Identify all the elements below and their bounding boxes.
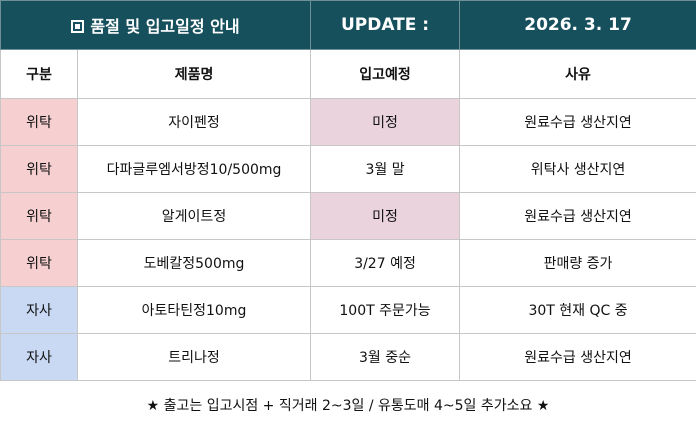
reason-cell: 판매량 증가: [459, 239, 696, 287]
arrival-cell: 3월 말: [310, 145, 461, 193]
table-row: 위탁 다파글루엠서방정10/500mg 3월 말 위탁사 생산지연: [0, 145, 696, 193]
col-header-product: 제품명: [76, 49, 312, 99]
arrival-cell: 100T 주문가능: [310, 286, 461, 334]
col-header-arrival: 입고예정: [310, 49, 461, 99]
reason-cell: 원료수급 생산지연: [459, 333, 696, 381]
type-cell: 위탁: [0, 192, 78, 240]
reason-cell: 원료수급 생산지연: [459, 192, 696, 240]
table-row: 자사 아토타틴정10mg 100T 주문가능 30T 현재 QC 중: [0, 286, 696, 334]
product-cell: 트리나정: [76, 333, 312, 381]
arrival-cell: 3월 중순: [310, 333, 461, 381]
table-row: 위탁 자이펜정 미정 원료수급 생산지연: [0, 98, 696, 146]
col-header-reason: 사유: [459, 49, 696, 99]
product-cell: 도베칼정500mg: [76, 239, 312, 287]
arrival-cell: 미정: [310, 98, 461, 146]
arrival-cell: 미정: [310, 192, 461, 240]
table-row: 자사 트리나정 3월 중순 원료수급 생산지연: [0, 333, 696, 381]
square-bullet-icon: [71, 20, 85, 33]
arrival-cell: 3/27 예정: [310, 239, 461, 287]
header-row: 품절 및 입고일정 안내 UPDATE : 2026. 3. 17: [0, 0, 696, 50]
type-cell: 자사: [0, 286, 78, 334]
footer-note: ★ 출고는 입고시점 + 직거래 2~3일 / 유통도매 4~5일 추가소요 ★: [146, 398, 550, 414]
reason-cell: 원료수급 생산지연: [459, 98, 696, 146]
table-row: 위탁 도베칼정500mg 3/27 예정 판매량 증가: [0, 239, 696, 287]
type-cell: 위탁: [0, 239, 78, 287]
product-cell: 다파글루엠서방정10/500mg: [76, 145, 312, 193]
reason-cell: 위탁사 생산지연: [459, 145, 696, 193]
type-cell: 위탁: [0, 145, 78, 193]
update-label: UPDATE :: [310, 0, 461, 50]
product-cell: 알게이트정: [76, 192, 312, 240]
product-cell: 자이펜정: [76, 98, 312, 146]
product-cell: 아토타틴정10mg: [76, 286, 312, 334]
type-cell: 자사: [0, 333, 78, 381]
stock-table: 품절 및 입고일정 안내 UPDATE : 2026. 3. 17 구분 제품명…: [0, 0, 696, 381]
column-header-row: 구분 제품명 입고예정 사유: [0, 49, 696, 99]
type-cell: 위탁: [0, 98, 78, 146]
update-date: 2026. 3. 17: [459, 0, 696, 50]
reason-cell: 30T 현재 QC 중: [459, 286, 696, 334]
header-title: 품절 및 입고일정 안내: [90, 17, 240, 36]
col-header-type: 구분: [0, 49, 78, 99]
table-row: 위탁 알게이트정 미정 원료수급 생산지연: [0, 192, 696, 240]
header-title-cell: 품절 및 입고일정 안내: [0, 0, 312, 50]
